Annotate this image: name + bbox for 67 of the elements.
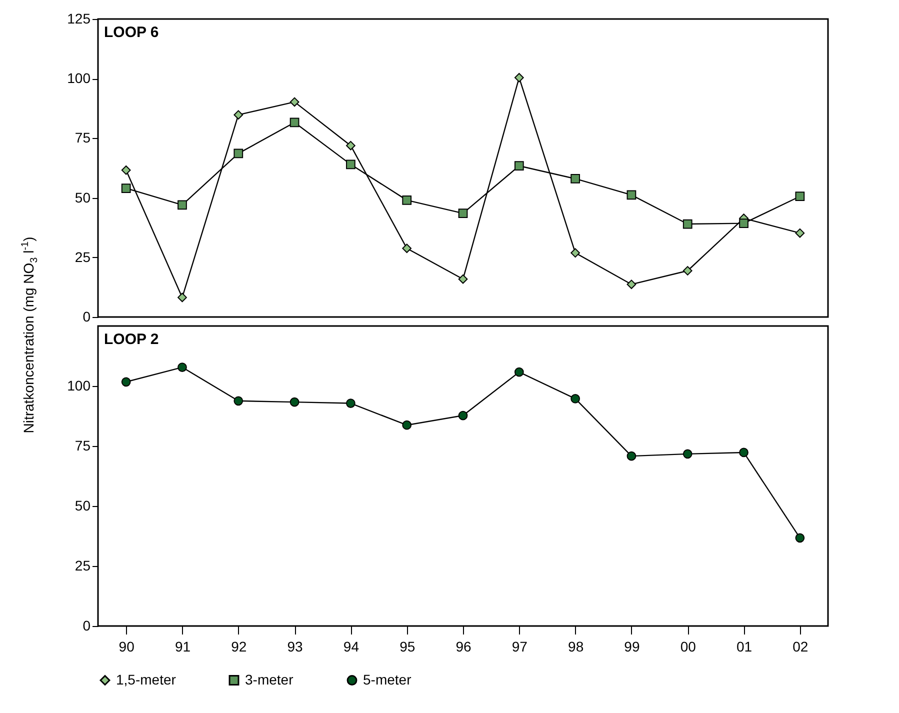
point bbox=[682, 449, 692, 459]
legend-label: 1,5-meter bbox=[116, 671, 176, 688]
point bbox=[234, 396, 244, 406]
x-tick-label: 92 bbox=[231, 638, 247, 654]
y-tick-label: 25 bbox=[74, 558, 91, 574]
point bbox=[121, 184, 131, 193]
point bbox=[682, 266, 692, 276]
y-tick-label: 75 bbox=[74, 438, 91, 454]
x-tick-label: 91 bbox=[174, 638, 191, 654]
point bbox=[290, 97, 300, 107]
x-tick-label: 01 bbox=[736, 638, 752, 654]
x-tick-label: 90 bbox=[118, 638, 135, 654]
y-tick-label: 75 bbox=[74, 130, 91, 146]
point bbox=[121, 377, 131, 387]
point bbox=[290, 118, 300, 128]
point bbox=[178, 200, 187, 210]
chart-title: LOOP 2 bbox=[104, 331, 159, 348]
point bbox=[514, 161, 524, 171]
legend-label: 3-meter bbox=[245, 671, 294, 688]
point bbox=[346, 398, 356, 408]
point bbox=[514, 367, 524, 377]
x-tick-label: 95 bbox=[400, 638, 416, 654]
point bbox=[402, 420, 412, 430]
x-tick-label: 02 bbox=[792, 638, 808, 654]
point bbox=[739, 218, 748, 228]
y-tick-label: 0 bbox=[82, 308, 91, 324]
y-tick-label: 125 bbox=[67, 10, 91, 26]
y-tick-label: 50 bbox=[74, 189, 91, 206]
point bbox=[570, 174, 580, 184]
point bbox=[626, 280, 636, 290]
point bbox=[290, 397, 300, 407]
x-tick-label: 94 bbox=[343, 638, 360, 654]
y-tick-label: 100 bbox=[67, 70, 91, 86]
y-tick-label: 25 bbox=[74, 248, 91, 265]
point bbox=[234, 110, 244, 120]
point bbox=[626, 451, 636, 461]
point bbox=[346, 160, 356, 170]
point bbox=[514, 72, 524, 82]
x-tick-label: 96 bbox=[456, 638, 472, 654]
point bbox=[795, 228, 805, 238]
point bbox=[626, 190, 636, 200]
y-tick-label: 100 bbox=[67, 378, 91, 394]
point bbox=[739, 448, 748, 458]
point bbox=[570, 248, 580, 258]
point bbox=[458, 274, 468, 284]
point bbox=[795, 192, 805, 202]
point bbox=[795, 533, 805, 543]
x-tick-label: 98 bbox=[568, 638, 584, 654]
chart-title: LOOP 6 bbox=[104, 24, 159, 41]
y-tick-label: 0 bbox=[82, 618, 91, 634]
point bbox=[402, 244, 412, 254]
point bbox=[458, 410, 468, 420]
point bbox=[682, 219, 692, 229]
y-tick-label: 50 bbox=[74, 498, 91, 514]
point bbox=[458, 208, 468, 218]
text: 5-meter bbox=[363, 671, 412, 688]
x-tick-label: 93 bbox=[287, 638, 304, 654]
point bbox=[234, 148, 244, 158]
point bbox=[402, 196, 412, 205]
x-tick-label: 99 bbox=[624, 638, 640, 654]
point bbox=[570, 394, 580, 404]
point bbox=[346, 140, 356, 150]
point bbox=[178, 292, 187, 302]
x-tick-label: 97 bbox=[512, 638, 528, 654]
point bbox=[121, 165, 131, 175]
x-tick-label: 00 bbox=[680, 638, 696, 654]
point bbox=[178, 362, 187, 372]
